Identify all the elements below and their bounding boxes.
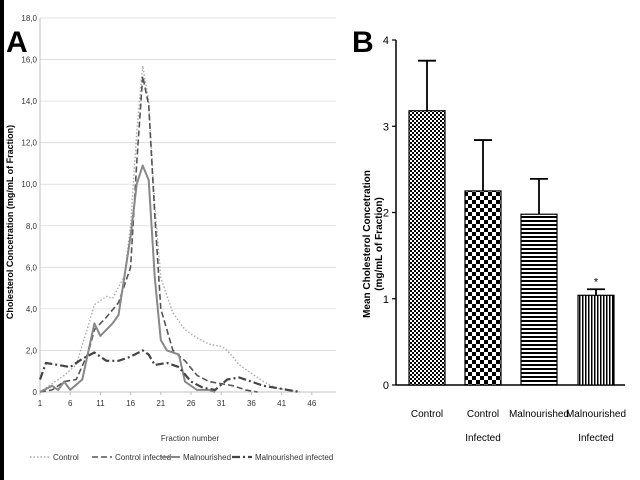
panel-a-xtick-label: 16 [126,399,135,408]
panel-a-xtick-label: 11 [96,399,105,408]
panel-b-category-label: Control [467,409,499,420]
panel-a-series-line-1 [39,75,258,393]
panel-a-ytick-label: 8,0 [26,222,38,231]
panel-b-ytick-label: 0 [383,380,389,392]
panel-a-ytick-label: 18,0 [21,14,37,23]
panel-a-xtick-label: 1 [38,399,43,408]
panel-a-ytick-label: 6,0 [26,263,38,272]
panel-b-ytick-label: 3 [383,121,389,133]
panel-a-xtick-label: 26 [187,399,196,408]
panel-a-xtick-label: 46 [307,399,316,408]
panel-a-xtick-label: 31 [217,399,226,408]
panel-a-ytick-label: 12,0 [21,139,37,148]
panel-b-category-label-line2: Infected [465,433,501,444]
panel-a-ytick-label: 10,0 [21,180,37,189]
panel-b-category-label: Malnourished [509,409,569,420]
panel-a-ylabel: Cholesterol Concetration (mg/mL of Fract… [5,125,15,319]
panel-a-legend-label: Malnourished infected [255,453,333,462]
panel-a-xtick-label: 21 [156,399,165,408]
panel-a-ytick-label: 14,0 [21,97,37,106]
panel-a-xtick-label: 41 [277,399,286,408]
panel-a-legend-label: Control infected [115,453,171,462]
panel-a-series-line-3 [38,349,300,394]
panel-b-ytick-label: 4 [383,35,389,47]
panel-a-legend-label: Control [53,453,79,462]
panel-b-bar-1 [464,190,502,386]
panel-b-category-label: Control [411,409,443,420]
panel-b-bar-0 [408,110,446,386]
panel-b-category-label: Malnourished [566,409,626,420]
panel-a-letter: A [6,26,28,59]
panel-a-series-line-2 [39,164,216,393]
panel-a-xtick-label: 6 [68,399,73,408]
panel-b-bar-2 [520,213,558,386]
panel-a-ytick-label: 2,0 [26,346,38,355]
panel-a-legend-label: Malnourished [183,453,231,462]
panel-b-significance-mark: * [594,276,599,288]
panel-a-ytick-label: 4,0 [26,305,38,314]
panel-b-ylabel-line2: (mg/mL of Fraction) [374,197,385,291]
panel-b-chart: 0 1 2 3 4 * Control Control Infected Malnourish… [362,35,626,444]
panel-b-ytick-label: 1 [383,294,389,306]
panel-a-ytick-label: 0 [33,388,38,397]
panel-a-xtick-label: 36 [247,399,256,408]
panel-a-series-line-0 [39,65,300,393]
panel-a-legend: Control Control infected Malnourished Malno… [30,453,333,462]
panel-b-ylabel-line1: Mean Cholesterol Concetration [362,170,373,318]
panel-b-ytick-label: 2 [383,208,389,220]
panel-a-xlabel: Fraction number [161,434,220,443]
panel-a-chart: 02,04,06,08,010,012,014,016,018,0 1 6 11 16… [5,14,336,462]
panel-a-ytick-label: 16,0 [21,56,37,65]
panel-b-letter: B [352,26,374,59]
panel-b-bar-3 [577,294,615,386]
panel-b-category-label-line2: Infected [578,433,614,444]
